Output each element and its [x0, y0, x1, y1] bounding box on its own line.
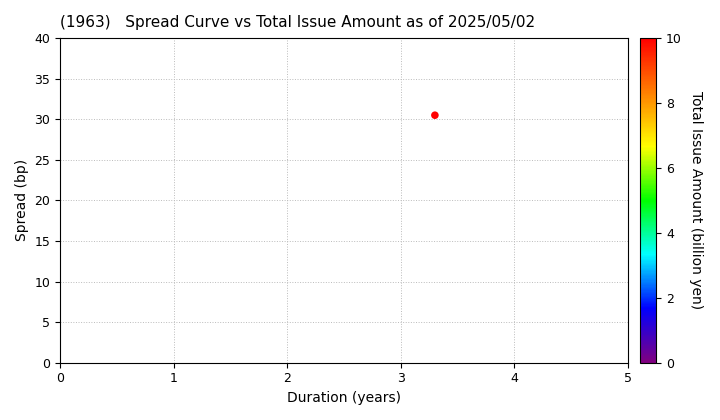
Text: (1963)   Spread Curve vs Total Issue Amount as of 2025/05/02: (1963) Spread Curve vs Total Issue Amoun… [60, 15, 535, 30]
X-axis label: Duration (years): Duration (years) [287, 391, 401, 405]
Y-axis label: Total Issue Amount (billion yen): Total Issue Amount (billion yen) [689, 92, 703, 310]
Y-axis label: Spread (bp): Spread (bp) [15, 159, 29, 242]
Point [429, 112, 441, 118]
